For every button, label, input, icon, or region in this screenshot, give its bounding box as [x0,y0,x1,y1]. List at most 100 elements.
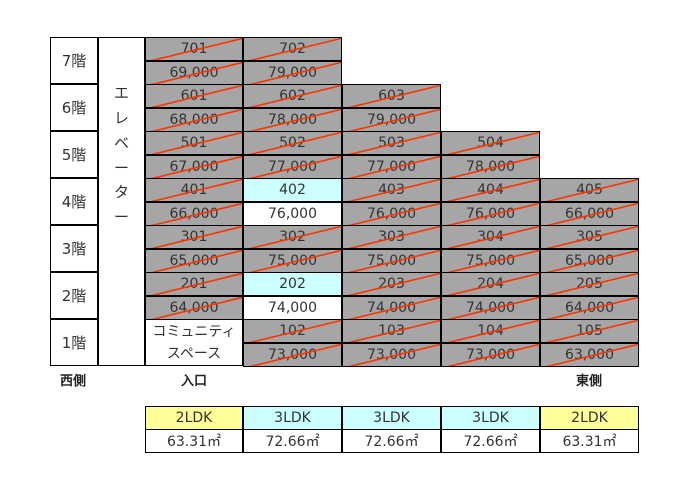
layout-type-text: 3LDK [472,410,509,426]
unit-price-text: 65,000 [169,252,219,269]
unit-202-number: 202 [243,272,342,296]
floor-area-cell: 63.31㎡ [540,429,639,453]
unit-502-price: 77,000 [243,154,342,179]
unit-601-number: 601 [145,84,243,108]
layout-type-cell: 2LDK [540,406,639,430]
unit-502-number: 502 [243,131,342,155]
unit-202-price: 74,000 [243,295,342,320]
unit-501-number: 501 [145,131,243,155]
unit-204-number: 204 [441,272,540,296]
unit-price-text: 78,000 [466,158,515,175]
unit-price-text: 79,000 [268,64,317,81]
floor-label-1: 1階 [50,319,98,366]
unit-number-text: 102 [279,323,306,339]
unit-price-text: 65,000 [565,252,614,269]
unit-702-number: 702 [243,37,342,61]
unit-number-text: 301 [180,229,208,245]
layout-type-cell: 3LDK [243,406,342,430]
elevator-label-char: レ [113,109,129,127]
unit-number-text: 303 [378,229,405,245]
west-side-label: 西側 [60,374,87,389]
unit-price-text: 74,000 [367,299,416,316]
unit-305-number: 305 [540,225,639,249]
unit-price-text: 64,000 [169,299,219,316]
unit-302-number: 302 [243,225,342,249]
unit-205-price: 64,000 [540,295,639,320]
unit-price-text: 76,000 [268,205,317,222]
floor-area-text: 63.31㎡ [166,434,222,450]
unit-number-text: 503 [378,135,405,151]
unit-number-text: 603 [378,88,405,104]
elevator-label-char: ベ [113,134,129,152]
unit-304-price: 75,000 [441,248,540,273]
unit-number-text: 402 [279,182,306,198]
unit-price-text: 67,000 [169,158,219,175]
unit-403-number: 403 [342,178,441,202]
unit-price-text: 64,000 [565,299,614,316]
community-space-label: コミュニティ [152,323,236,340]
layout-type-cell: 2LDK [145,406,243,430]
unit-105-number: 105 [540,319,639,343]
unit-price-text: 74,000 [466,299,515,316]
unit-price-text: 75,000 [268,252,317,269]
unit-702-price: 79,000 [243,60,342,85]
floor-area-cell: 72.66㎡ [441,429,540,453]
unit-501-price: 67,000 [145,154,243,179]
unit-number-text: 205 [576,276,603,292]
floor-label-5: 5階 [50,131,98,178]
elevator-label-char: ー [113,208,129,226]
floor-label-2: 2階 [50,272,98,319]
unit-price-text: 74,000 [268,299,317,316]
floor-area-cell: 63.31㎡ [145,429,243,453]
unit-701-number: 701 [145,37,243,61]
unit-price-text: 68,000 [169,111,219,128]
unit-price-text: 79,000 [367,111,416,128]
floor-area-cell: 72.66㎡ [243,429,342,453]
floor-label-text: 5階 [61,146,87,164]
unit-price-text: 76,000 [466,205,515,222]
layout-type-text: 3LDK [274,410,311,426]
floor-label-text: 6階 [61,99,87,117]
unit-701-price: 69,000 [145,60,243,85]
unit-number-text: 202 [279,276,306,292]
unit-price-text: 75,000 [367,252,416,269]
unit-304-number: 304 [441,225,540,249]
floor-label-text: 3階 [61,240,87,258]
unit-number-text: 204 [477,276,504,292]
unit-number-text: 305 [576,229,603,245]
elevator-label-char: ー [113,159,129,177]
unit-number-text: 304 [477,229,504,245]
community-space-label: スペース [166,345,222,362]
unit-number-text: 702 [279,41,306,57]
unit-203-price: 74,000 [342,295,441,320]
unit-102-price: 73,000 [243,342,342,367]
floor-label-text: 2階 [61,287,87,305]
unit-305-price: 65,000 [540,248,639,273]
unit-number-text: 504 [477,135,504,151]
unit-number-text: 601 [180,88,208,104]
unit-602-number: 602 [243,84,342,108]
unit-104-number: 104 [441,319,540,343]
floor-area-text: 72.66㎡ [463,434,518,450]
unit-601-price: 68,000 [145,107,243,132]
unit-303-price: 75,000 [342,248,441,273]
layout-type-text: 3LDK [373,410,410,426]
community-space: コミュニティ スペース [145,319,243,366]
unit-204-price: 74,000 [441,295,540,320]
unit-number-text: 201 [180,276,208,292]
unit-number-text: 104 [477,323,504,339]
unit-number-text: 103 [378,323,405,339]
unit-404-number: 404 [441,178,540,202]
floor-label-3: 3階 [50,225,98,272]
unit-number-text: 501 [180,135,208,151]
unit-104-price: 73,000 [441,342,540,367]
elevator-column: エレベーター [98,37,145,366]
unit-402-price: 76,000 [243,201,342,226]
unit-number-text: 203 [378,276,405,292]
floor-label-7: 7階 [50,37,98,84]
unit-number-text: 105 [576,323,603,339]
floor-area-cell: 72.66㎡ [342,429,441,453]
unit-number-text: 701 [180,41,208,57]
layout-type-cell: 3LDK [342,406,441,430]
floor-area-text: 72.66㎡ [265,434,320,450]
